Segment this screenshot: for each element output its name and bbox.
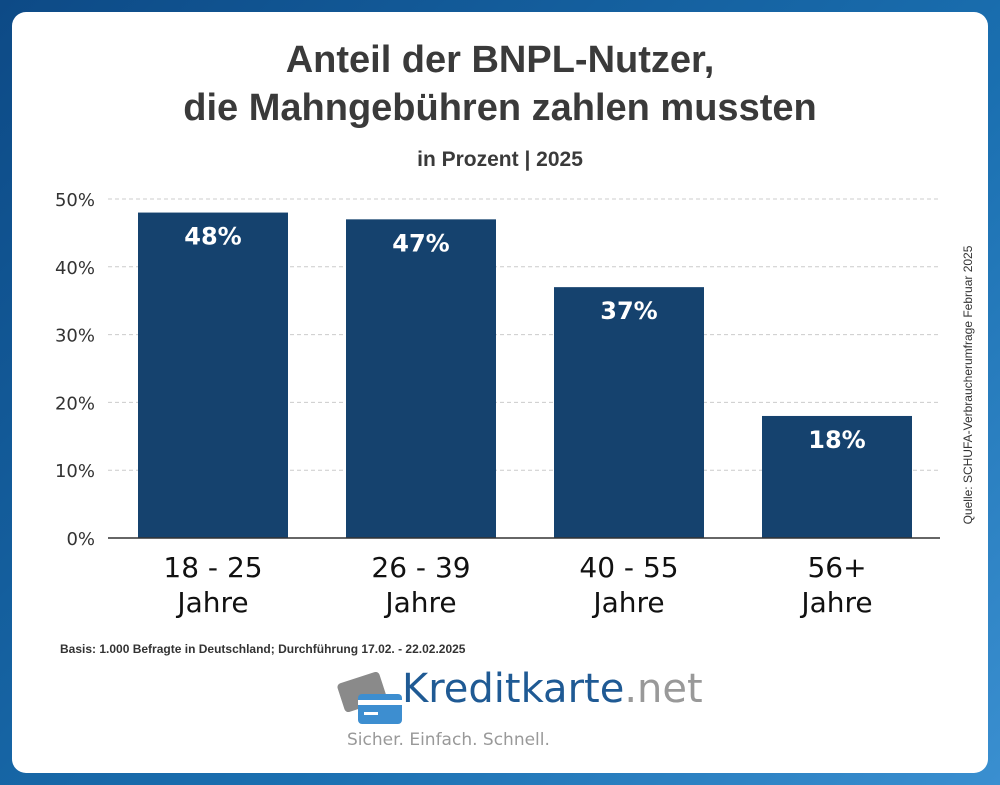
x-tick-label: Jahre: [383, 586, 456, 619]
data-label: 18%: [808, 426, 865, 454]
data-label: 47%: [392, 229, 449, 257]
y-tick-label: 10%: [55, 461, 95, 482]
x-tick-label: Jahre: [799, 586, 872, 619]
x-tick-label: 26 - 39: [371, 551, 470, 584]
basis-note: Basis: 1.000 Befragte in Deutschland; Du…: [60, 642, 466, 656]
data-label: 37%: [600, 297, 657, 325]
credit-card-icon: [337, 672, 402, 724]
bar: [346, 219, 496, 538]
x-tick-label: Jahre: [175, 586, 248, 619]
x-tick-label: Jahre: [591, 586, 664, 619]
source-note: Quelle: SCHUFA-Verbraucherumfrage Februa…: [961, 245, 975, 525]
logo-text: Kreditkarte.net: [402, 666, 703, 712]
x-tick-label: 40 - 55: [579, 551, 678, 584]
bar: [554, 287, 704, 538]
chart-title: Anteil der BNPL-Nutzer, die Mahngebühren…: [0, 36, 1000, 132]
bar: [762, 415, 912, 538]
y-tick-label: 50%: [55, 190, 95, 211]
x-tick-label: 18 - 25: [163, 551, 262, 584]
title-line-1: Anteil der BNPL-Nutzer,: [285, 39, 715, 81]
y-tick-label: 0%: [66, 529, 95, 550]
data-label: 48%: [184, 223, 241, 251]
bar: [138, 212, 288, 538]
y-tick-label: 20%: [55, 393, 95, 414]
x-tick-label: 56+: [807, 551, 866, 584]
title-line-2: die Mahngebühren zahlen mussten: [183, 87, 817, 129]
chart-subtitle: in Prozent | 2025: [417, 148, 583, 171]
y-tick-label: 40%: [55, 258, 95, 279]
y-tick-label: 30%: [55, 326, 95, 347]
logo-tagline: Sicher. Einfach. Schnell.: [347, 730, 550, 750]
